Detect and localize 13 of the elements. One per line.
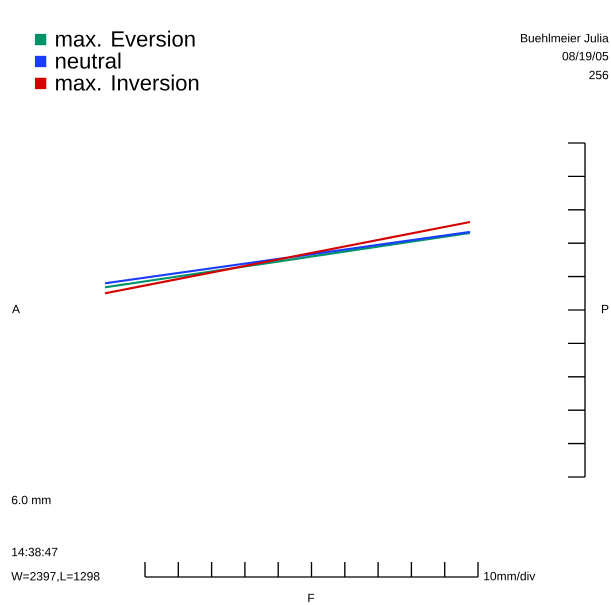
text: Buehlmeier Julia (521, 34, 609, 42)
text: 6.0 mm (12, 496, 50, 504)
text: 256 (589, 70, 608, 80)
text: P (602, 304, 608, 314)
legend-label: neutral (56, 52, 120, 69)
text: A (12, 304, 20, 314)
legend-label: max. Eversion (56, 30, 195, 47)
legend-label: max. Inversion (56, 74, 198, 91)
text: 10mm/div (484, 572, 536, 580)
text: F (308, 594, 314, 602)
text: W=2397,L=1298 (11, 572, 100, 582)
text: 14:38:47 (12, 548, 58, 556)
text: 08/19/05 (562, 52, 608, 60)
